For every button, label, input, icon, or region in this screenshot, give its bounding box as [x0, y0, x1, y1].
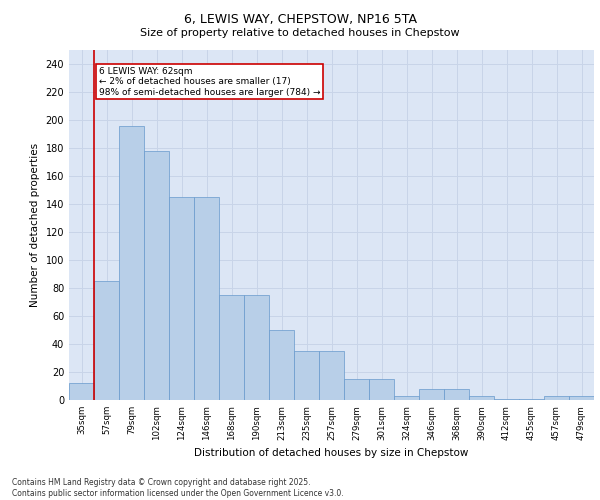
Bar [344, 379, 369, 400]
X-axis label: Distribution of detached houses by size in Chepstow: Distribution of detached houses by size … [194, 448, 469, 458]
Bar [394, 396, 419, 400]
Bar [194, 197, 219, 400]
Text: 6 LEWIS WAY: 62sqm
← 2% of detached houses are smaller (17)
98% of semi-detached: 6 LEWIS WAY: 62sqm ← 2% of detached hous… [99, 67, 320, 96]
Bar [294, 351, 319, 400]
Bar [519, 398, 544, 400]
Bar [119, 126, 144, 400]
Bar [219, 295, 244, 400]
Bar [319, 351, 344, 400]
Bar [444, 389, 469, 400]
Y-axis label: Number of detached properties: Number of detached properties [30, 143, 40, 307]
Bar [94, 281, 119, 400]
Bar [469, 396, 494, 400]
Text: Size of property relative to detached houses in Chepstow: Size of property relative to detached ho… [140, 28, 460, 38]
Bar [169, 197, 194, 400]
Text: 6, LEWIS WAY, CHEPSTOW, NP16 5TA: 6, LEWIS WAY, CHEPSTOW, NP16 5TA [184, 12, 416, 26]
Bar [419, 389, 444, 400]
Bar [369, 379, 394, 400]
Bar [494, 398, 519, 400]
Bar [244, 295, 269, 400]
Text: Contains HM Land Registry data © Crown copyright and database right 2025.
Contai: Contains HM Land Registry data © Crown c… [12, 478, 344, 498]
Bar [69, 383, 94, 400]
Bar [269, 330, 294, 400]
Bar [144, 151, 169, 400]
Bar [569, 396, 594, 400]
Bar [544, 396, 569, 400]
